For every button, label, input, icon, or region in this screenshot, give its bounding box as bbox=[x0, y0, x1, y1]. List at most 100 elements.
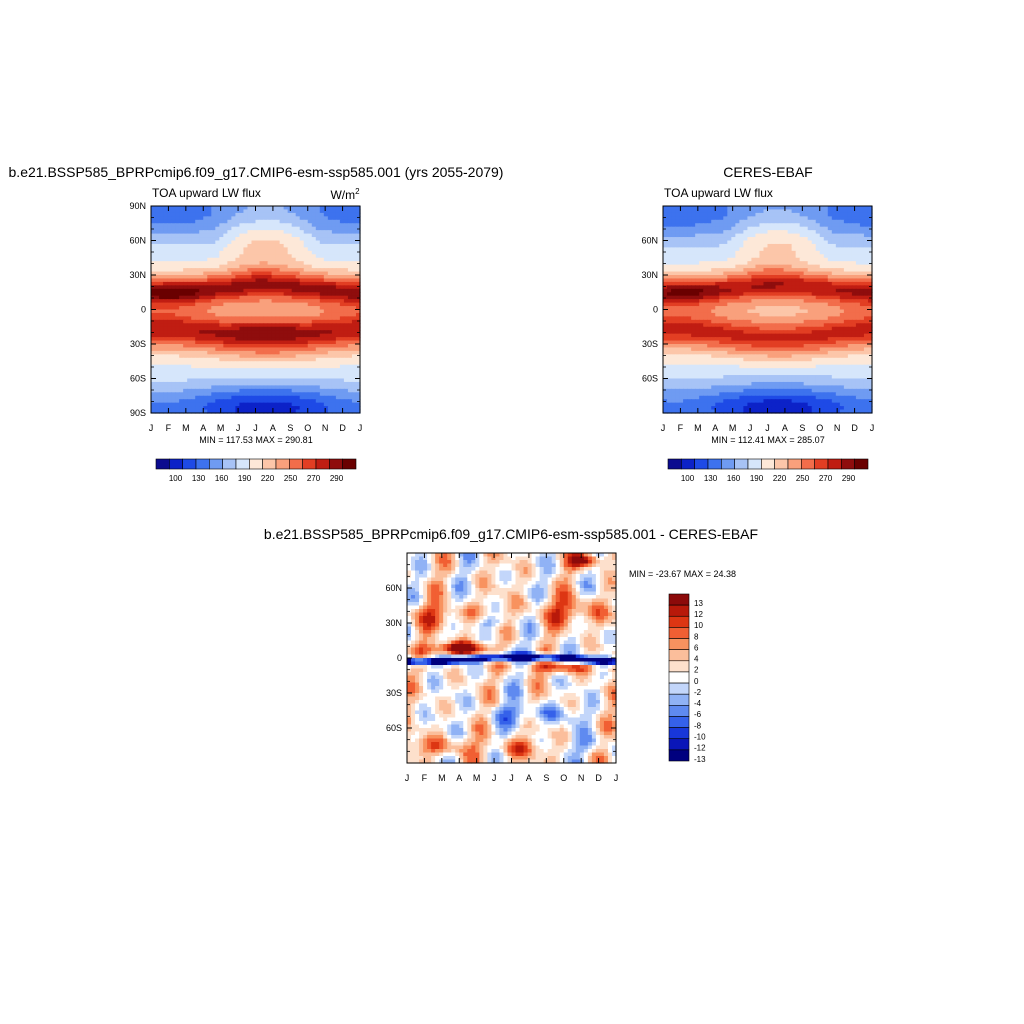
field-cell bbox=[279, 402, 285, 407]
field-cell bbox=[775, 306, 781, 311]
field-cell bbox=[159, 254, 164, 259]
field-cell bbox=[311, 385, 317, 390]
field-cell bbox=[263, 212, 269, 217]
field-cell bbox=[315, 254, 321, 259]
field-cell bbox=[279, 361, 285, 366]
field-cell bbox=[271, 240, 277, 245]
field-cell bbox=[795, 268, 801, 273]
field-cell bbox=[331, 292, 337, 297]
field-cell bbox=[271, 371, 277, 376]
field-cell bbox=[159, 209, 164, 214]
field-cell bbox=[151, 209, 156, 214]
field-cell bbox=[175, 402, 180, 407]
field-cell bbox=[187, 392, 192, 397]
field-cell bbox=[695, 226, 700, 231]
field-cell bbox=[311, 306, 317, 311]
field-cell bbox=[775, 271, 781, 276]
field-cell bbox=[155, 319, 160, 324]
field-cell bbox=[311, 219, 317, 224]
field-cell bbox=[351, 254, 357, 259]
field-cell bbox=[231, 250, 236, 255]
field-cell bbox=[275, 337, 281, 342]
field-cell bbox=[795, 306, 801, 311]
field-cell bbox=[851, 257, 857, 262]
field-cell bbox=[207, 406, 212, 411]
field-cell bbox=[311, 275, 317, 280]
field-cell bbox=[315, 326, 321, 331]
field-cell bbox=[223, 212, 228, 217]
field-cell bbox=[679, 250, 684, 255]
field-cell bbox=[295, 406, 301, 411]
field-cell bbox=[319, 226, 325, 231]
field-cell bbox=[711, 292, 716, 297]
field-cell bbox=[667, 275, 672, 280]
field-cell bbox=[847, 264, 853, 269]
field-cell bbox=[863, 226, 869, 231]
field-cell bbox=[823, 275, 829, 280]
field-cell bbox=[751, 278, 757, 283]
field-cell bbox=[331, 337, 337, 342]
field-cell bbox=[195, 254, 200, 259]
field-cell bbox=[755, 250, 761, 255]
field-cell bbox=[351, 271, 357, 276]
field-cell bbox=[175, 354, 180, 359]
field-cell bbox=[347, 381, 353, 386]
field-cell bbox=[823, 240, 829, 245]
field-cell bbox=[179, 281, 184, 286]
field-cell bbox=[663, 240, 668, 245]
field-cell bbox=[223, 216, 228, 221]
field-cell bbox=[255, 323, 261, 328]
field-cell bbox=[231, 209, 236, 214]
field-cell bbox=[291, 250, 297, 255]
field-cell bbox=[263, 330, 269, 335]
field-cell bbox=[823, 292, 829, 297]
field-cell bbox=[831, 250, 837, 255]
field-cell bbox=[819, 302, 825, 307]
field-cell bbox=[671, 281, 676, 286]
field-cell bbox=[687, 299, 692, 304]
field-cell bbox=[227, 361, 232, 366]
field-cell bbox=[151, 250, 156, 255]
field-cell bbox=[827, 243, 833, 248]
field-cell bbox=[735, 281, 740, 286]
field-cell bbox=[283, 281, 289, 286]
field-cell bbox=[203, 357, 208, 362]
field-cell bbox=[279, 406, 285, 411]
field-cell bbox=[671, 209, 676, 214]
field-cell bbox=[295, 271, 301, 276]
field-cell bbox=[267, 364, 273, 369]
field-cell bbox=[295, 237, 301, 242]
field-cell bbox=[755, 237, 761, 242]
field-cell bbox=[175, 344, 180, 349]
field-cell bbox=[163, 216, 168, 221]
field-cell bbox=[243, 278, 249, 283]
field-cell bbox=[735, 275, 740, 280]
field-cell bbox=[267, 240, 273, 245]
field-cell bbox=[223, 309, 228, 314]
field-cell bbox=[347, 295, 353, 300]
field-cell bbox=[187, 243, 192, 248]
field-cell bbox=[247, 250, 253, 255]
field-cell bbox=[251, 368, 257, 373]
field-cell bbox=[259, 257, 265, 262]
field-cell bbox=[707, 223, 712, 228]
field-cell bbox=[191, 247, 196, 252]
field-cell bbox=[803, 230, 809, 235]
field-cell bbox=[183, 344, 188, 349]
field-cell bbox=[751, 243, 757, 248]
field-cell bbox=[715, 250, 720, 255]
field-cell bbox=[287, 333, 293, 338]
field-cell bbox=[347, 281, 353, 286]
field-cell bbox=[351, 344, 357, 349]
field-cell bbox=[795, 316, 801, 321]
field-cell bbox=[823, 254, 829, 259]
field-cell bbox=[831, 316, 837, 321]
field-cell bbox=[711, 316, 716, 321]
field-cell bbox=[339, 216, 345, 221]
field-cell bbox=[271, 364, 277, 369]
field-cell bbox=[355, 357, 361, 362]
field-cell bbox=[295, 257, 301, 262]
field-cell bbox=[691, 254, 696, 259]
field-cell bbox=[707, 302, 712, 307]
field-cell bbox=[155, 368, 160, 373]
